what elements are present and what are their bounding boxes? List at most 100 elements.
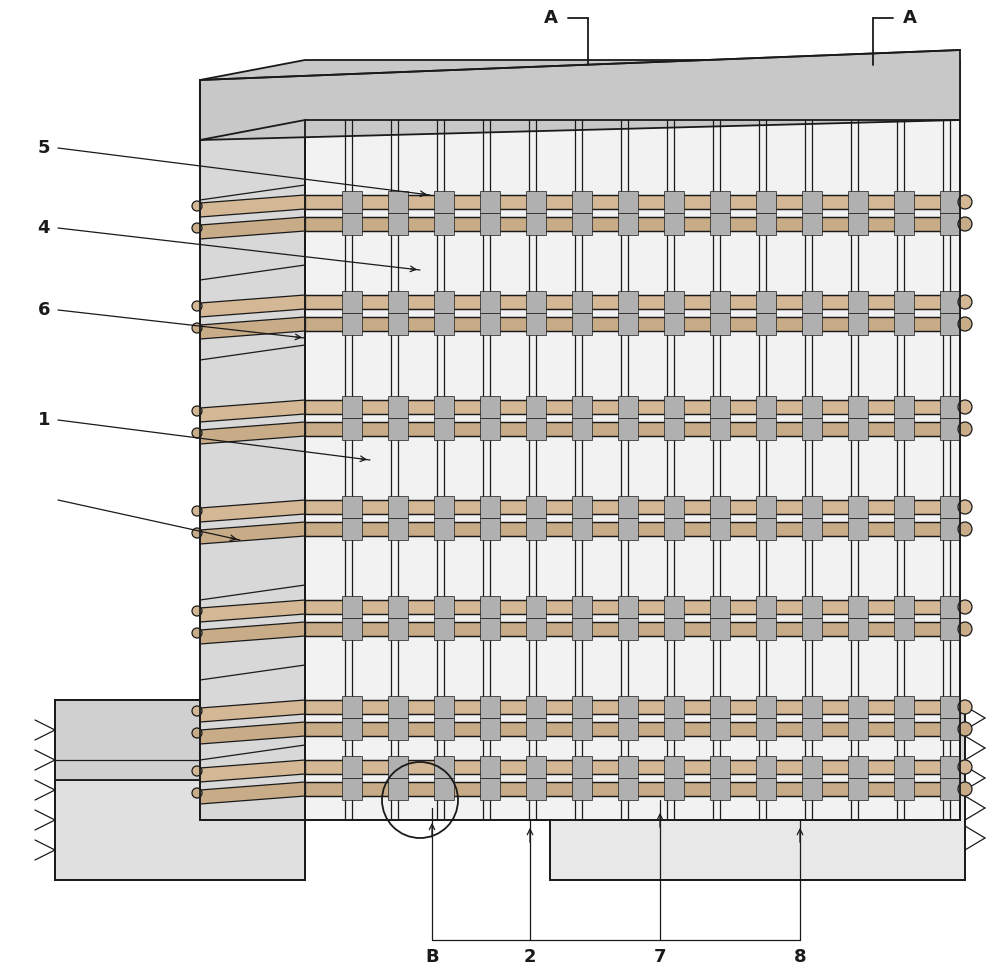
Polygon shape [342, 418, 362, 440]
Polygon shape [388, 696, 408, 718]
Polygon shape [480, 778, 500, 800]
Polygon shape [200, 400, 305, 422]
Polygon shape [572, 213, 592, 235]
Polygon shape [388, 518, 408, 540]
Text: B: B [425, 948, 439, 966]
Polygon shape [200, 622, 305, 644]
Circle shape [192, 201, 202, 211]
Polygon shape [434, 496, 454, 518]
Polygon shape [342, 696, 362, 718]
Circle shape [958, 500, 972, 514]
Polygon shape [480, 518, 500, 540]
Polygon shape [756, 191, 776, 213]
Polygon shape [710, 518, 730, 540]
Polygon shape [894, 418, 914, 440]
Polygon shape [526, 778, 546, 800]
Polygon shape [894, 756, 914, 778]
Circle shape [958, 295, 972, 309]
Circle shape [192, 628, 202, 638]
Polygon shape [710, 596, 730, 618]
Polygon shape [802, 756, 822, 778]
Polygon shape [342, 396, 362, 418]
Polygon shape [572, 778, 592, 800]
Polygon shape [434, 313, 454, 335]
Polygon shape [664, 418, 684, 440]
Polygon shape [756, 313, 776, 335]
Polygon shape [342, 496, 362, 518]
Polygon shape [434, 756, 454, 778]
Polygon shape [894, 718, 914, 740]
Polygon shape [305, 700, 960, 714]
Polygon shape [388, 418, 408, 440]
Polygon shape [388, 396, 408, 418]
Polygon shape [305, 422, 960, 436]
Polygon shape [802, 396, 822, 418]
Circle shape [192, 223, 202, 233]
Polygon shape [434, 718, 454, 740]
Polygon shape [200, 195, 305, 217]
Polygon shape [388, 291, 408, 313]
Polygon shape [710, 291, 730, 313]
Polygon shape [802, 313, 822, 335]
Text: 7: 7 [654, 948, 666, 966]
Polygon shape [434, 396, 454, 418]
Polygon shape [200, 317, 305, 339]
Circle shape [192, 788, 202, 798]
Text: 8: 8 [794, 948, 806, 966]
Polygon shape [388, 618, 408, 640]
Polygon shape [388, 313, 408, 335]
Polygon shape [802, 418, 822, 440]
Polygon shape [940, 756, 960, 778]
Polygon shape [848, 778, 868, 800]
Polygon shape [342, 718, 362, 740]
Polygon shape [710, 756, 730, 778]
Polygon shape [940, 596, 960, 618]
Polygon shape [664, 518, 684, 540]
Polygon shape [434, 696, 454, 718]
Circle shape [958, 700, 972, 714]
Text: 5: 5 [38, 139, 50, 157]
Polygon shape [618, 696, 638, 718]
Polygon shape [305, 120, 960, 820]
Polygon shape [802, 518, 822, 540]
Polygon shape [200, 722, 305, 744]
Polygon shape [305, 722, 960, 736]
Polygon shape [200, 295, 305, 317]
Polygon shape [200, 700, 305, 722]
Polygon shape [526, 756, 546, 778]
Circle shape [958, 782, 972, 796]
Circle shape [192, 323, 202, 333]
Polygon shape [572, 618, 592, 640]
Polygon shape [710, 778, 730, 800]
Polygon shape [388, 596, 408, 618]
Polygon shape [342, 518, 362, 540]
Polygon shape [342, 756, 362, 778]
Polygon shape [342, 778, 362, 800]
Polygon shape [940, 518, 960, 540]
Polygon shape [200, 522, 305, 544]
Polygon shape [940, 213, 960, 235]
Polygon shape [342, 191, 362, 213]
Polygon shape [480, 756, 500, 778]
Polygon shape [434, 291, 454, 313]
Polygon shape [305, 195, 960, 209]
Polygon shape [305, 522, 960, 536]
Polygon shape [664, 291, 684, 313]
Polygon shape [342, 313, 362, 335]
Polygon shape [618, 618, 638, 640]
Polygon shape [756, 718, 776, 740]
Circle shape [958, 622, 972, 636]
Polygon shape [388, 213, 408, 235]
Polygon shape [894, 213, 914, 235]
Polygon shape [940, 313, 960, 335]
Polygon shape [526, 313, 546, 335]
Polygon shape [618, 778, 638, 800]
Polygon shape [894, 496, 914, 518]
Polygon shape [756, 213, 776, 235]
Polygon shape [848, 418, 868, 440]
Polygon shape [710, 418, 730, 440]
Circle shape [192, 506, 202, 516]
Polygon shape [305, 760, 960, 774]
Circle shape [958, 722, 972, 736]
Polygon shape [848, 313, 868, 335]
